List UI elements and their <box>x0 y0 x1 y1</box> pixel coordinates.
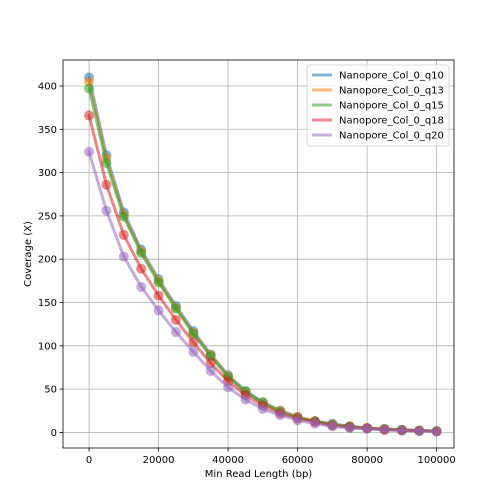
data-point <box>170 314 181 325</box>
data-point <box>205 358 216 369</box>
data-point <box>170 326 181 337</box>
data-series <box>84 72 442 437</box>
data-point <box>118 251 129 262</box>
y-tick-label: 250 <box>38 211 57 222</box>
y-tick-label: 150 <box>38 298 57 309</box>
legend-label: Nanopore_Col_0_q10 <box>339 71 444 82</box>
data-point <box>188 346 199 357</box>
x-tick-label: 80000 <box>351 455 383 466</box>
plot-frame <box>62 59 455 449</box>
x-tick-label: 40000 <box>212 455 244 466</box>
data-point <box>84 146 95 157</box>
x-tick-label: 100000 <box>418 455 456 466</box>
data-point <box>136 281 147 292</box>
data-point <box>101 179 112 190</box>
y-tick-label: 100 <box>38 341 57 352</box>
x-tick-label: 60000 <box>282 455 314 466</box>
y-tick-label: 350 <box>38 125 57 136</box>
y-tick-label: 300 <box>38 168 57 179</box>
y-tick-label: 400 <box>38 81 57 92</box>
data-point <box>240 394 251 405</box>
data-point <box>84 83 95 94</box>
data-point <box>118 229 129 240</box>
data-point <box>101 158 112 169</box>
data-point <box>414 426 425 437</box>
axis-ticks: 0 20000 40000 60000 80000 100000 0 50 100 150 200 2… <box>38 81 456 466</box>
grid-lines <box>63 60 454 448</box>
legend-label: Nanopore_Col_0_q15 <box>339 101 444 112</box>
x-tick-label: 0 <box>86 455 92 466</box>
data-point <box>136 263 147 274</box>
data-point <box>118 211 129 222</box>
data-point <box>275 410 286 421</box>
legend-label: Nanopore_Col_0_q18 <box>339 116 444 127</box>
data-point <box>188 337 199 348</box>
data-point <box>153 305 164 316</box>
data-point <box>84 76 95 87</box>
y-tick-label: 200 <box>38 255 57 266</box>
data-point <box>309 418 320 429</box>
data-point <box>344 423 355 434</box>
x-tick-label: 20000 <box>143 455 175 466</box>
data-point <box>205 365 216 376</box>
data-point <box>84 110 95 121</box>
data-point <box>136 248 147 259</box>
x-axis-title: Min Read Length (bp) <box>205 469 312 480</box>
data-point <box>153 290 164 301</box>
data-point <box>327 421 338 432</box>
data-point <box>379 424 390 435</box>
data-point <box>362 423 373 434</box>
data-point <box>431 426 442 437</box>
y-tick-label: 0 <box>51 428 57 439</box>
data-point <box>170 303 181 314</box>
data-point <box>223 382 234 393</box>
legend-box <box>306 64 450 147</box>
data-point <box>292 415 303 426</box>
data-point <box>101 205 112 216</box>
legend: Nanopore_Col_0_q10 Nanopore_Col_0_q13 Nano… <box>306 64 450 147</box>
series-Nanopore_Col_0_q20 <box>84 146 442 437</box>
y-axis-title: Coverage (X) <box>23 221 34 287</box>
data-point <box>153 277 164 288</box>
data-point <box>396 425 407 436</box>
data-point <box>188 328 199 339</box>
legend-label: Nanopore_Col_0_q20 <box>339 131 444 142</box>
y-tick-label: 50 <box>44 385 57 396</box>
data-point <box>257 404 268 415</box>
legend-label: Nanopore_Col_0_q13 <box>339 86 444 97</box>
